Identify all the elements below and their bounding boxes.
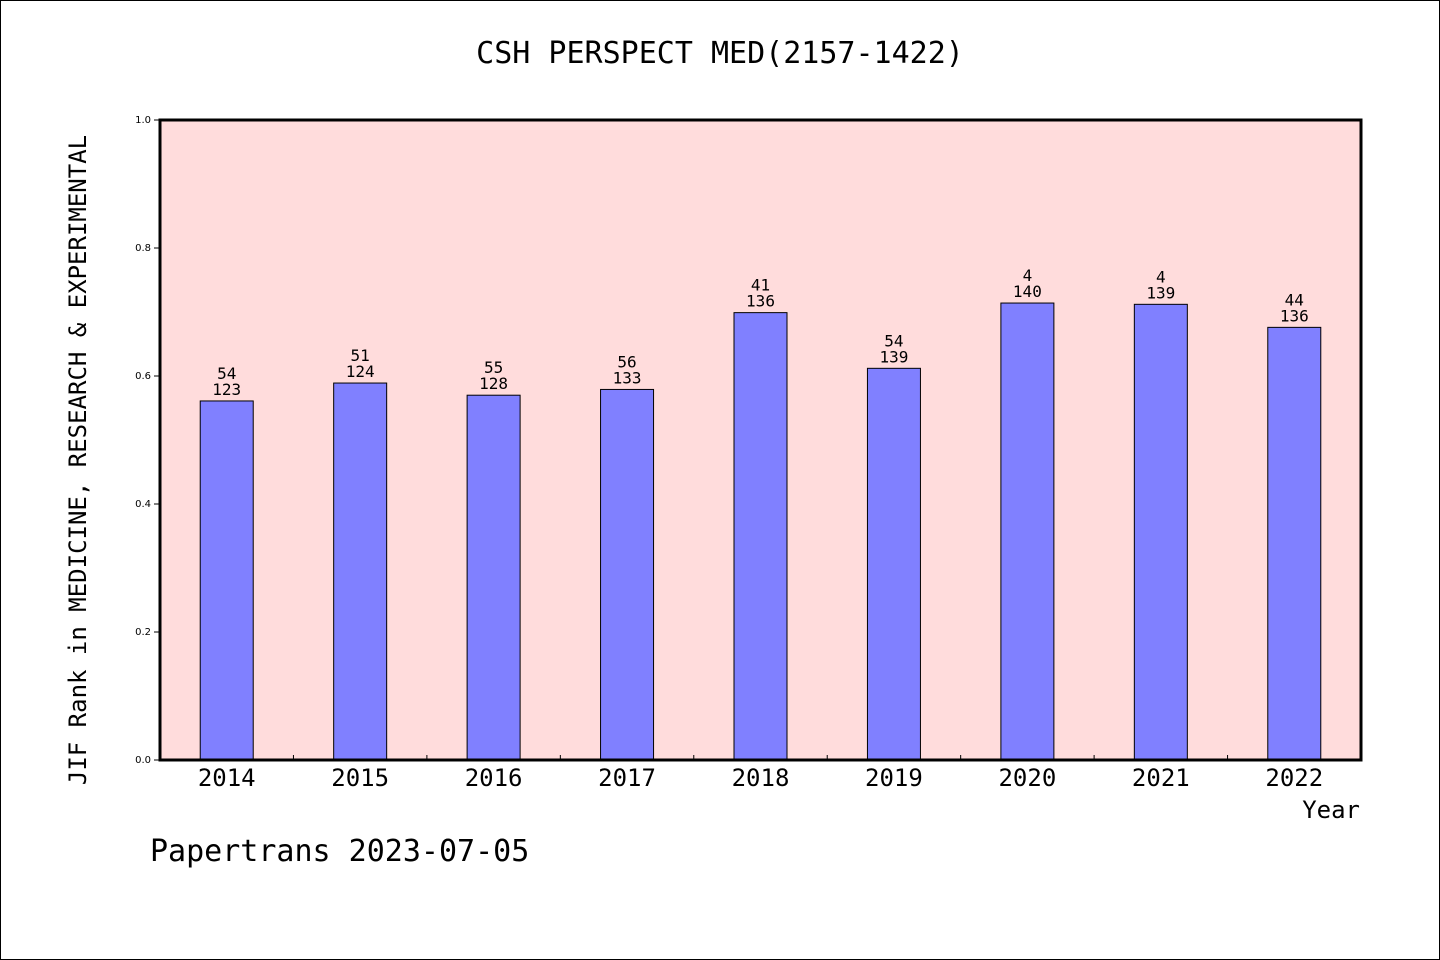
- x-tick-label-2022: 2022: [1265, 764, 1323, 792]
- x-tick-label-2017: 2017: [598, 764, 656, 792]
- total-label-2021: 139: [1146, 283, 1175, 302]
- plot-border: [158, 118, 1363, 762]
- x-tick-label-2021: 2021: [1132, 764, 1190, 792]
- y-tick-label-0.0: 0.0: [135, 755, 151, 766]
- x-tick-label-2015: 2015: [331, 764, 389, 792]
- x-tick-label-2016: 2016: [465, 764, 523, 792]
- x-tick-label-2020: 2020: [998, 764, 1056, 792]
- x-axis-label: Year: [1302, 796, 1360, 824]
- total-label-2017: 133: [613, 368, 642, 387]
- bar-2015: [333, 382, 388, 761]
- total-label-2020: 140: [1013, 282, 1042, 301]
- axes-group: 2014 2015 2016 2017 2018 2019 2020 2021 2022 0.0 0…: [135, 115, 1323, 792]
- bar-2016: [466, 394, 521, 761]
- bar-2014: [199, 400, 254, 761]
- rank-label-2019: 54: [884, 331, 903, 350]
- footer-credit: Papertrans 2023-07-05: [150, 834, 530, 869]
- bar-2019: [866, 367, 921, 761]
- y-tick-label-0.4: 0.4: [135, 499, 151, 510]
- total-label-2014: 123: [212, 380, 241, 399]
- y-tick-label-0.6: 0.6: [135, 371, 151, 382]
- y-tick-label-0.2: 0.2: [135, 627, 151, 638]
- rank-label-2017: 56: [617, 352, 636, 371]
- bar-2022: [1267, 326, 1322, 761]
- bar-2018: [733, 312, 788, 761]
- x-tick-label-2014: 2014: [198, 764, 256, 792]
- y-tick-label-1.0: 1.0: [135, 115, 151, 126]
- rank-label-2022: 44: [1285, 290, 1304, 309]
- bar-2017: [600, 388, 655, 761]
- rank-label-2020: 4: [1023, 266, 1033, 285]
- total-label-2022: 136: [1280, 306, 1309, 325]
- rank-label-2018: 41: [751, 276, 770, 295]
- y-tick-label-0.8: 0.8: [135, 243, 151, 254]
- bar-2020: [1000, 302, 1055, 761]
- rank-label-2016: 55: [484, 358, 503, 377]
- total-label-2018: 136: [746, 292, 775, 311]
- total-label-2015: 124: [346, 362, 375, 381]
- chart-title: CSH PERSPECT MED(2157-1422): [476, 36, 964, 71]
- rank-label-2015: 51: [351, 346, 370, 365]
- total-label-2016: 128: [479, 374, 508, 393]
- rank-label-2021: 4: [1156, 267, 1166, 286]
- rank-label-2014: 54: [217, 364, 236, 383]
- x-tick-label-2018: 2018: [732, 764, 790, 792]
- bar-2021: [1133, 303, 1188, 761]
- total-label-2019: 139: [879, 347, 908, 366]
- x-tick-label-2019: 2019: [865, 764, 923, 792]
